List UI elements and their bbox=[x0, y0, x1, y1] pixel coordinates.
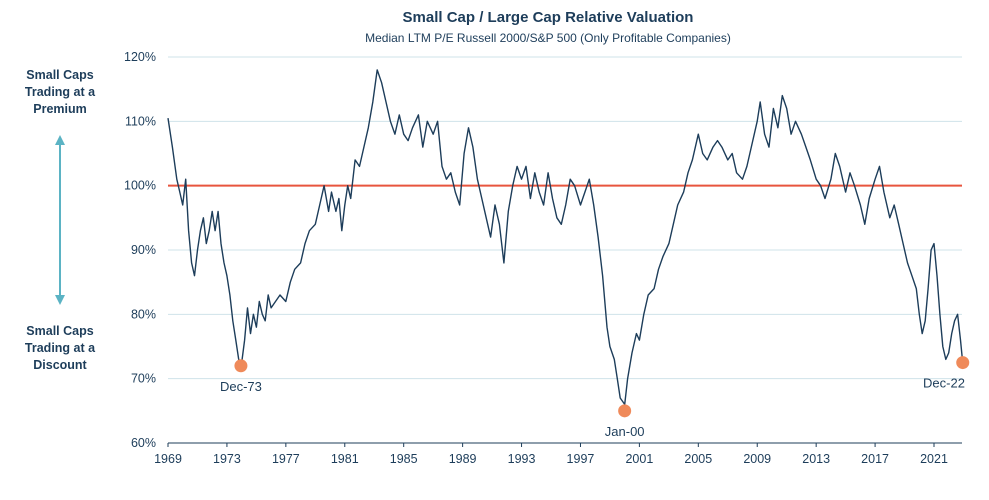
grid bbox=[168, 56, 962, 444]
y-tick-label: 70% bbox=[131, 372, 156, 386]
annotation-label: Jan-00 bbox=[605, 424, 645, 439]
y-axis: 60% 70% 80% 90% 100% 110% 120% bbox=[124, 50, 156, 450]
annotation-marker bbox=[234, 359, 248, 373]
x-tick-label: 2017 bbox=[861, 452, 889, 466]
x-tick-label: 1977 bbox=[272, 452, 300, 466]
y-tick-label: 60% bbox=[131, 436, 156, 450]
x-tick-label: 2013 bbox=[802, 452, 830, 466]
discount-label-line-3: Discount bbox=[33, 358, 87, 372]
x-axis: 1969 1973 1977 1981 1985 1989 1993 1997 2001 2005… bbox=[154, 443, 948, 466]
x-tick-label: 1973 bbox=[213, 452, 241, 466]
y-tick-label: 110% bbox=[125, 114, 156, 128]
y-tick-label: 120% bbox=[124, 50, 156, 64]
annotation-label: Dec-22 bbox=[923, 376, 965, 391]
annotation-marker bbox=[618, 404, 632, 418]
x-tick-label: 1969 bbox=[154, 452, 182, 466]
discount-label: Small Caps Trading at a Discount bbox=[25, 324, 96, 372]
x-tick-label: 1981 bbox=[331, 452, 359, 466]
x-tick-label: 1985 bbox=[390, 452, 418, 466]
y-tick-label: 100% bbox=[124, 179, 156, 193]
premium-label-line-3: Premium bbox=[33, 102, 87, 116]
y-tick-label: 80% bbox=[131, 307, 156, 321]
x-tick-label: 1997 bbox=[567, 452, 595, 466]
discount-label-line-2: Trading at a bbox=[25, 341, 96, 355]
series-layer bbox=[167, 69, 964, 406]
x-tick-label: 2009 bbox=[743, 452, 771, 466]
premium-label-line-2: Trading at a bbox=[25, 85, 96, 99]
premium-label-line-1: Small Caps bbox=[26, 68, 93, 82]
premium-label: Small Caps Trading at a Premium bbox=[25, 68, 96, 116]
y-tick-label: 90% bbox=[131, 243, 156, 257]
x-tick-label: 1993 bbox=[508, 452, 536, 466]
x-tick-label: 2001 bbox=[625, 452, 653, 466]
chart-subtitle: Median LTM P/E Russell 2000/S&P 500 (Onl… bbox=[365, 31, 731, 45]
annotation-layer: Dec-73 Jan-00 Dec-22 bbox=[220, 356, 970, 439]
annotation-marker bbox=[956, 356, 970, 370]
discount-label-line-1: Small Caps bbox=[26, 324, 93, 338]
chart-title: Small Cap / Large Cap Relative Valuation bbox=[403, 9, 694, 26]
x-tick-label: 2021 bbox=[920, 452, 948, 466]
double-arrow-icon bbox=[55, 135, 65, 305]
x-tick-label: 1989 bbox=[449, 452, 477, 466]
annotation-label: Dec-73 bbox=[220, 379, 262, 394]
x-tick-label: 2005 bbox=[684, 452, 712, 466]
series-line bbox=[167, 69, 964, 406]
